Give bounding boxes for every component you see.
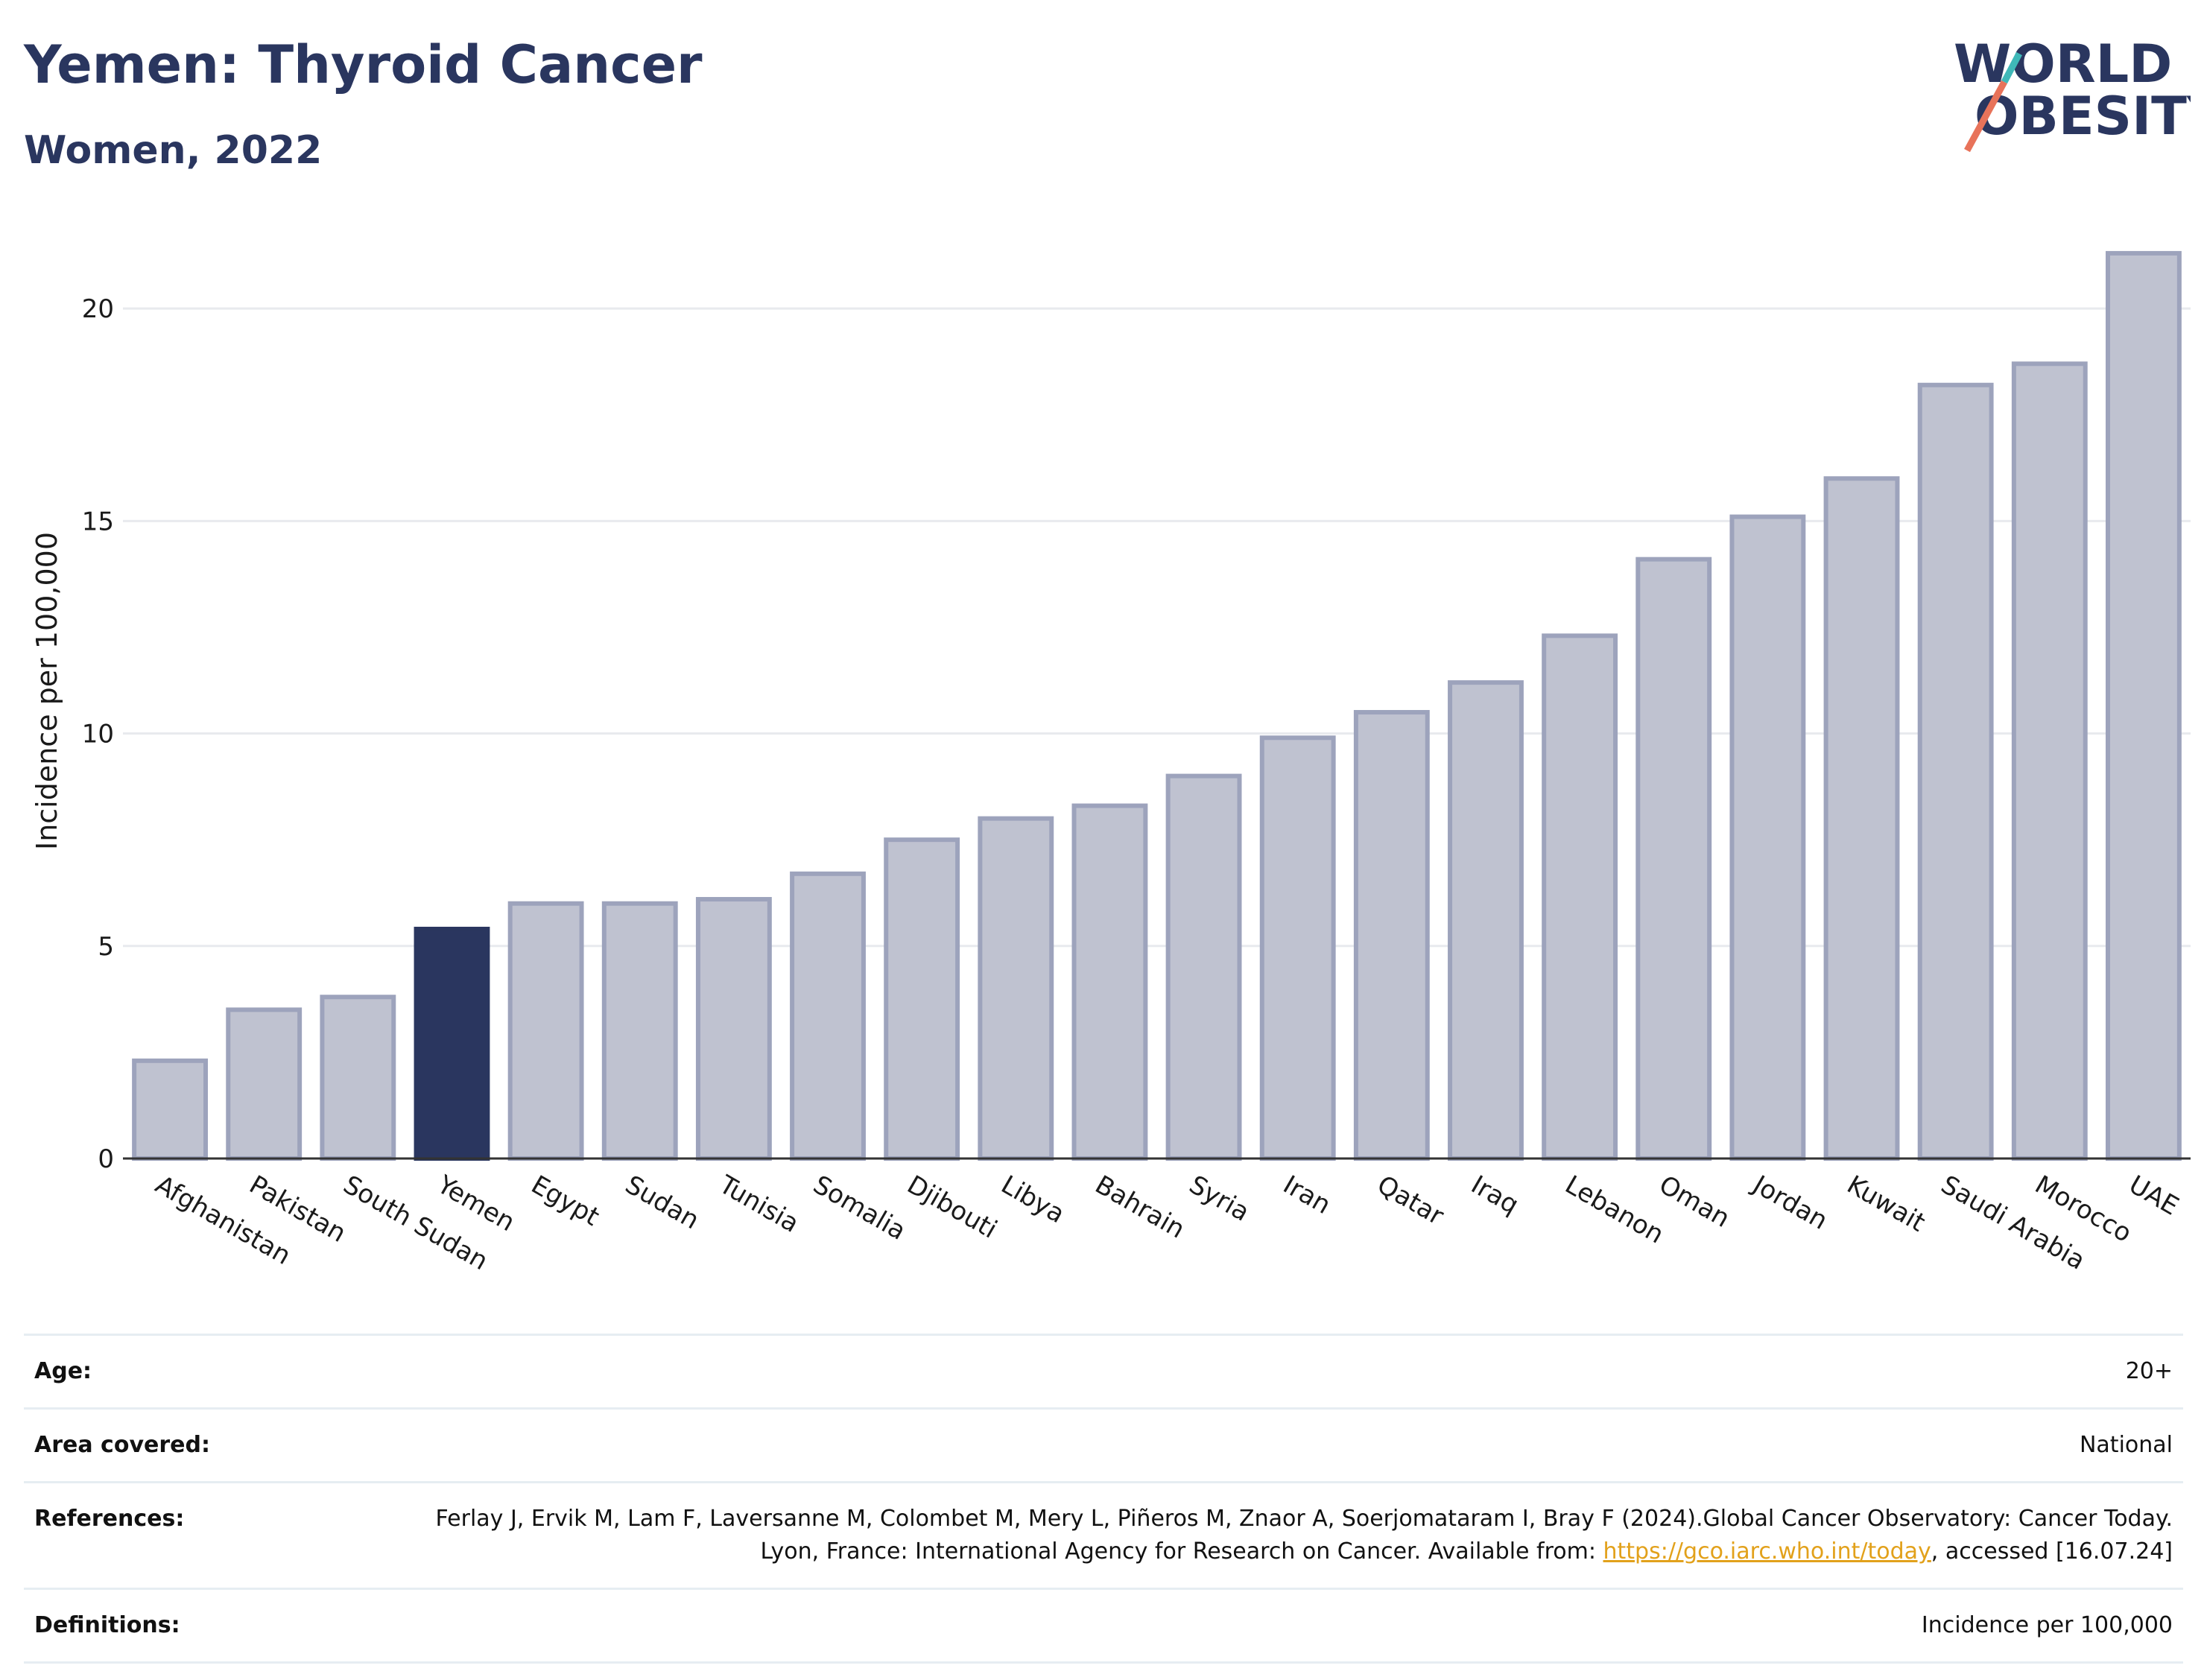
y-tick-label-5: 5: [98, 932, 114, 962]
bar-tunisia: [695, 897, 772, 1161]
reference-link[interactable]: https://gco.iarc.who.int/today: [1603, 1538, 1931, 1565]
logo-slash-teal: [2001, 51, 2022, 84]
bar-sudan: [601, 901, 678, 1161]
logo-line1: WORLD: [1954, 34, 2172, 95]
x-tick-label-kuwait: Kuwait: [1842, 1170, 1930, 1237]
info-value-area: National: [2079, 1432, 2173, 1458]
bar-iran: [1259, 735, 1336, 1161]
y-tick-label-15: 15: [82, 507, 114, 536]
info-row-definitions: Definitions: Incidence per 100,000: [24, 1588, 2183, 1663]
logo-line2: OBESITY: [1975, 86, 2191, 147]
info-row-references: References: Ferlay J, Ervik M, Lam F, La…: [24, 1482, 2183, 1589]
y-axis-label: Incidence per 100,000: [31, 532, 63, 850]
x-tick-label-somalia: Somalia: [808, 1170, 911, 1246]
x-tick-label-tunisia: Tunisia: [714, 1170, 804, 1239]
info-key-age: Age:: [34, 1358, 92, 1384]
x-tick-label-sudan: Sudan: [620, 1170, 704, 1235]
info-value-references: Ferlay J, Ervik M, Lam F, Laversanne M, …: [417, 1483, 2183, 1589]
y-tick-label-10: 10: [82, 720, 114, 749]
bar-somalia: [790, 871, 866, 1161]
bar-iraq: [1448, 680, 1524, 1161]
x-tick-label-iran: Iran: [1278, 1170, 1335, 1220]
bar-bahrain: [1071, 803, 1148, 1161]
bar-libya: [978, 816, 1054, 1161]
info-value-age: 20+: [2125, 1358, 2173, 1384]
bar-syria: [1165, 773, 1242, 1161]
bar-qatar: [1353, 710, 1430, 1161]
info-value-definitions: Incidence per 100,000: [1921, 1612, 2173, 1638]
bar-yemen: [414, 926, 490, 1161]
y-tick-label-0: 0: [98, 1144, 114, 1174]
x-tick-label-egypt: Egypt: [526, 1170, 604, 1232]
info-key-definitions: Definitions:: [34, 1612, 180, 1638]
x-tick-label-djibouti: Djibouti: [902, 1170, 1002, 1245]
bar-afghanistan: [132, 1058, 209, 1161]
bar-saudi-arabia: [1917, 382, 1994, 1161]
bar-djibouti: [884, 837, 960, 1161]
x-tick-label-iraq: Iraq: [1466, 1170, 1524, 1220]
bar-jordan: [1729, 514, 1806, 1161]
bar-south-sudan: [320, 995, 396, 1161]
bar-uae: [2106, 250, 2182, 1161]
info-row-age: Age: 20+: [24, 1334, 2183, 1409]
y-tick-label-20: 20: [82, 294, 114, 324]
bar-morocco: [2011, 361, 2088, 1161]
info-row-area: Area covered: National: [24, 1408, 2183, 1483]
logo-slash-coral: [1964, 80, 2007, 153]
chart-subtitle: Women, 2022: [24, 128, 323, 173]
reference-text: Ferlay J, Ervik M, Lam F, Laversanne M, …: [435, 1506, 2173, 1565]
x-tick-label-syria: Syria: [1184, 1170, 1254, 1228]
bar-oman: [1635, 557, 1712, 1161]
x-tick-label-uae: UAE: [2124, 1170, 2183, 1221]
world-obesity-logo: WORLD OBESITY: [1954, 34, 2191, 153]
info-key-area: Area covered:: [34, 1432, 210, 1458]
info-table: Age: 20+ Area covered: National Referenc…: [24, 1334, 2183, 1664]
bar-lebanon: [1542, 633, 1618, 1161]
x-tick-label-jordan: Jordan: [1747, 1169, 1832, 1236]
x-tick-label-libya: Libya: [996, 1170, 1070, 1229]
reference-accessed: , accessed [16.07.24]: [1931, 1538, 2173, 1565]
bar-pakistan: [226, 1007, 303, 1161]
bar-kuwait: [1823, 476, 1900, 1161]
bars: [132, 250, 2182, 1161]
chart-title: Yemen: Thyroid Cancer: [24, 34, 703, 95]
bar-egypt: [507, 901, 584, 1161]
x-tick-label-lebanon: Lebanon: [1560, 1170, 1669, 1249]
x-tick-label-bahrain: Bahrain: [1090, 1170, 1190, 1244]
info-key-references: References:: [34, 1506, 185, 1532]
x-tick-label-qatar: Qatar: [1372, 1170, 1448, 1232]
